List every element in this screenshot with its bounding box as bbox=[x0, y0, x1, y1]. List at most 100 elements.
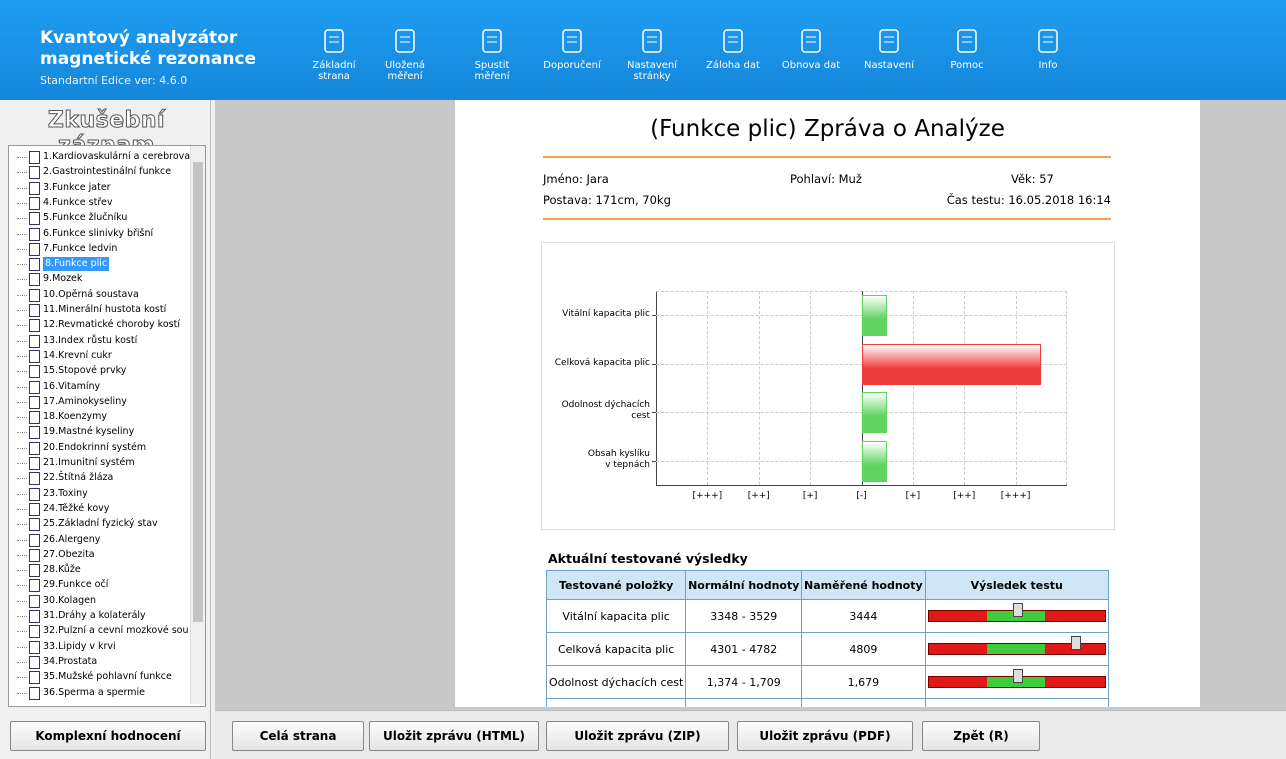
list-item[interactable]: 28.Kůže bbox=[43, 564, 81, 576]
list-item[interactable]: 26.Alergeny bbox=[43, 533, 101, 545]
list-item[interactable]: 34.Prostata bbox=[43, 655, 98, 667]
toolbar-button[interactable]: Základní strana bbox=[296, 28, 372, 82]
toolbar-button[interactable]: Nastavení stránky bbox=[614, 28, 690, 82]
list-item[interactable]: 16.Vitamíny bbox=[43, 380, 101, 392]
action-button[interactable]: Zpět (R) bbox=[922, 721, 1040, 751]
list-item[interactable]: 24.Těžké kovy bbox=[43, 502, 110, 514]
list-item[interactable]: 5.Funkce žlučníku bbox=[43, 212, 128, 224]
list-item[interactable]: 14.Krevní cukr bbox=[43, 349, 112, 361]
toolbar-button[interactable]: Záloha dat bbox=[695, 28, 771, 71]
gauge-marker bbox=[1012, 669, 1023, 683]
field: Čas testu: 16.05.2018 16:14 bbox=[946, 193, 1111, 207]
grid-line bbox=[861, 291, 863, 485]
list-item[interactable]: 10.Opěrná soustava bbox=[43, 288, 139, 300]
item-icon bbox=[29, 533, 40, 547]
axis bbox=[656, 485, 1067, 486]
list-item[interactable]: 33.Lipidy v krvi bbox=[43, 640, 116, 652]
list-item[interactable]: 8.Funkce plic bbox=[43, 257, 110, 272]
action-button[interactable]: Uložit zprávu (PDF) bbox=[737, 721, 913, 751]
complex-button[interactable]: Komplexní hodnocení bbox=[10, 721, 206, 751]
item-icon bbox=[29, 411, 40, 425]
toolbar-button[interactable]: Doporučení bbox=[534, 28, 610, 71]
list-item[interactable]: 31.Dráhy a kolaterály bbox=[43, 610, 146, 621]
column-header: Naměřené hodnoty bbox=[801, 570, 926, 600]
field: Pohlaví: Muž bbox=[790, 172, 862, 186]
x-tick-label: [+] bbox=[905, 491, 921, 501]
table-row bbox=[545, 698, 1109, 707]
table-cell: 4809 bbox=[801, 632, 926, 666]
toolbar-button[interactable]: Nastavení bbox=[851, 28, 927, 71]
tree-line bbox=[17, 616, 27, 617]
list-item[interactable]: 23.Toxiny bbox=[43, 487, 88, 499]
y-tick bbox=[652, 363, 656, 365]
action-button[interactable]: Uložit zprávu (ZIP) bbox=[546, 721, 729, 751]
gauge bbox=[927, 636, 1106, 655]
list-item[interactable]: 4.Funkce střev bbox=[43, 196, 113, 208]
tool-icon bbox=[1038, 29, 1058, 53]
list-item[interactable]: 13.Index růstu kostí bbox=[43, 334, 138, 346]
tool-icon bbox=[801, 29, 821, 53]
item-icon bbox=[29, 426, 40, 440]
field: Jméno: Jara bbox=[543, 172, 609, 186]
scroll-thumb[interactable] bbox=[193, 162, 203, 622]
list-item[interactable]: 2.Gastrointestinální funkce bbox=[43, 166, 172, 178]
toolbar-button[interactable]: Uložená měření bbox=[367, 28, 443, 82]
toolbar-button[interactable]: Obnova dat bbox=[773, 28, 849, 71]
toolbar-button[interactable]: Info bbox=[1010, 28, 1086, 71]
tree-line bbox=[17, 554, 27, 556]
list-item[interactable]: 15.Stopové prvky bbox=[43, 365, 127, 377]
gauge-marker bbox=[1070, 636, 1081, 650]
results-table: Testované položky Normální hodnoty Naměřen… bbox=[545, 570, 1109, 707]
toolbar-label: Obnova dat bbox=[781, 60, 841, 71]
list-item[interactable]: 17.Aminokyseliny bbox=[43, 395, 127, 407]
tree-line bbox=[17, 218, 27, 220]
list-item[interactable]: 18.Koenzymy bbox=[43, 411, 108, 423]
list-item[interactable]: 25.Základní fyzický stav bbox=[43, 518, 158, 530]
x-tick-label: [-] bbox=[856, 491, 867, 501]
item-icon bbox=[29, 288, 40, 302]
list-item[interactable]: 12.Revmatické choroby kostí bbox=[43, 319, 180, 331]
item-icon bbox=[29, 166, 40, 180]
toolbar-label: Záloha dat bbox=[706, 60, 760, 71]
toolbar-button[interactable]: Pomoc bbox=[929, 28, 1005, 71]
action-button[interactable]: Celá strana bbox=[232, 721, 364, 751]
tree-line bbox=[17, 294, 27, 296]
y-tick bbox=[652, 412, 656, 414]
list-item[interactable]: 32.Pulzní a cevní mozkové sou bbox=[43, 625, 189, 637]
y-tick bbox=[652, 460, 656, 462]
table-title: Aktuální testované výsledky bbox=[548, 551, 748, 566]
toolbar-label: Základní strana bbox=[312, 60, 356, 82]
tree-line bbox=[17, 631, 27, 633]
divider bbox=[543, 156, 1111, 158]
item-icon bbox=[29, 502, 40, 516]
list-item[interactable]: 11.Minerální hustota kostí bbox=[43, 304, 167, 315]
toolbar-button[interactable]: Spustit měření bbox=[454, 28, 530, 82]
list-item[interactable]: 27.Obezita bbox=[43, 548, 95, 560]
item-icon bbox=[29, 579, 40, 593]
list-item[interactable]: 22.Štítná žláza bbox=[43, 472, 114, 484]
tree-line bbox=[17, 600, 27, 602]
list-item[interactable]: 36.Sperma a spermie bbox=[43, 686, 145, 698]
list-item[interactable]: 30.Kolagen bbox=[43, 594, 97, 606]
x-tick-label: [++] bbox=[953, 491, 976, 501]
list-item[interactable]: 6.Funkce slinivky břišní bbox=[43, 227, 154, 239]
list-item[interactable]: 1.Kardiovaskulární a cerebrova bbox=[43, 151, 191, 162]
list-item[interactable]: 29.Funkce očí bbox=[43, 579, 109, 591]
toolbar-label: Uložená měření bbox=[384, 60, 426, 82]
tree-line bbox=[17, 233, 27, 235]
list-item[interactable]: 20.Endokrinní systém bbox=[43, 441, 147, 453]
table-row: Vitální kapacita plic 3348 - 3529 3444 bbox=[545, 599, 1109, 633]
list-item[interactable]: 19.Mastné kyseliny bbox=[43, 426, 135, 438]
list-item[interactable]: 35.Mužské pohlavní funkce bbox=[43, 671, 172, 683]
list-item[interactable]: 3.Funkce jater bbox=[43, 181, 111, 193]
list-item[interactable]: 7.Funkce ledvin bbox=[43, 242, 118, 254]
tool-icon bbox=[482, 29, 502, 53]
list-item[interactable]: 9.Mozek bbox=[43, 273, 83, 285]
category-label: Obsah kyslíku v tepnách bbox=[587, 448, 650, 470]
item-icon bbox=[29, 304, 40, 317]
toolbar-label: Nastavení bbox=[863, 60, 915, 71]
list-item[interactable]: 21.Imunitní systém bbox=[43, 457, 135, 468]
action-button[interactable]: Uložit zprávu (HTML) bbox=[369, 721, 539, 751]
tool-icon bbox=[723, 29, 743, 53]
gauge-cell bbox=[924, 599, 1109, 633]
